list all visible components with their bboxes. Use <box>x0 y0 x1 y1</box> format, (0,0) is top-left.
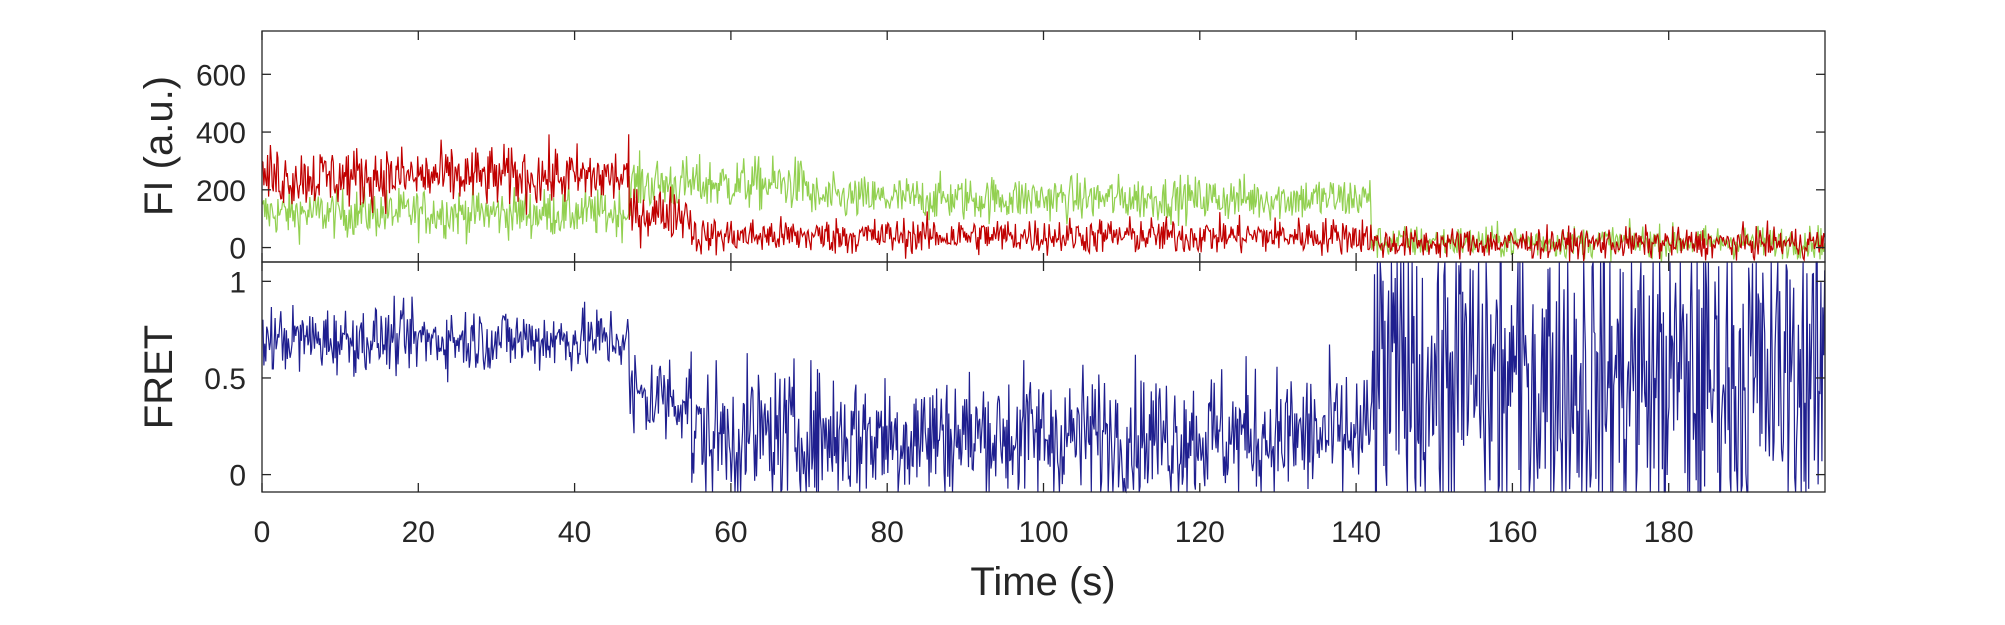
fret-panel: 00.51 0 20 40 60 80 100 120 140 160 180 FRET Time… <box>137 261 1826 604</box>
fret-traces <box>261 261 1826 494</box>
y-tick-label: 0 <box>229 460 246 493</box>
x-tick-label: 0 <box>254 516 271 549</box>
x-tick-label: 180 <box>1644 516 1694 549</box>
series-line-0-0 <box>261 150 1826 263</box>
y-tick-label: 1 <box>229 266 246 299</box>
y-tick-label: 0.5 <box>204 363 246 396</box>
y-tick-label: 0 <box>229 233 246 266</box>
series-line-1-0 <box>261 261 1826 494</box>
x-tick-label: 140 <box>1331 516 1381 549</box>
x-tick-label: 20 <box>402 516 435 549</box>
fluorescence-panel: 0 200 400 600 FI (a.u.) <box>137 30 1826 266</box>
x-tick-label: 160 <box>1487 516 1537 549</box>
y-tick-label: 400 <box>196 117 246 150</box>
fluorescence-traces <box>261 31 1826 263</box>
x-tick-label: 40 <box>558 516 591 549</box>
time-x-ticks: 0 20 40 60 80 100 120 140 160 180 <box>254 262 1694 549</box>
fluorescence-axes-frame <box>261 30 1826 263</box>
fret-y-ticks: 00.51 <box>204 266 1825 493</box>
y-tick-label: 600 <box>196 59 246 92</box>
time-x-axis-label: Time (s) <box>970 560 1115 604</box>
fluorescence-y-ticks: 0 200 400 600 <box>196 59 1825 266</box>
x-tick-label: 100 <box>1018 516 1068 549</box>
x-tick-label: 60 <box>714 516 747 549</box>
y-tick-label: 200 <box>196 175 246 208</box>
fret-y-axis-label: FRET <box>137 325 181 429</box>
fret-axes-frame <box>261 261 1826 493</box>
x-tick-label: 120 <box>1175 516 1225 549</box>
fluorescence-y-axis-label: FI (a.u.) <box>137 76 181 216</box>
x-tick-label: 80 <box>871 516 904 549</box>
series-line-0-1 <box>261 134 1826 263</box>
